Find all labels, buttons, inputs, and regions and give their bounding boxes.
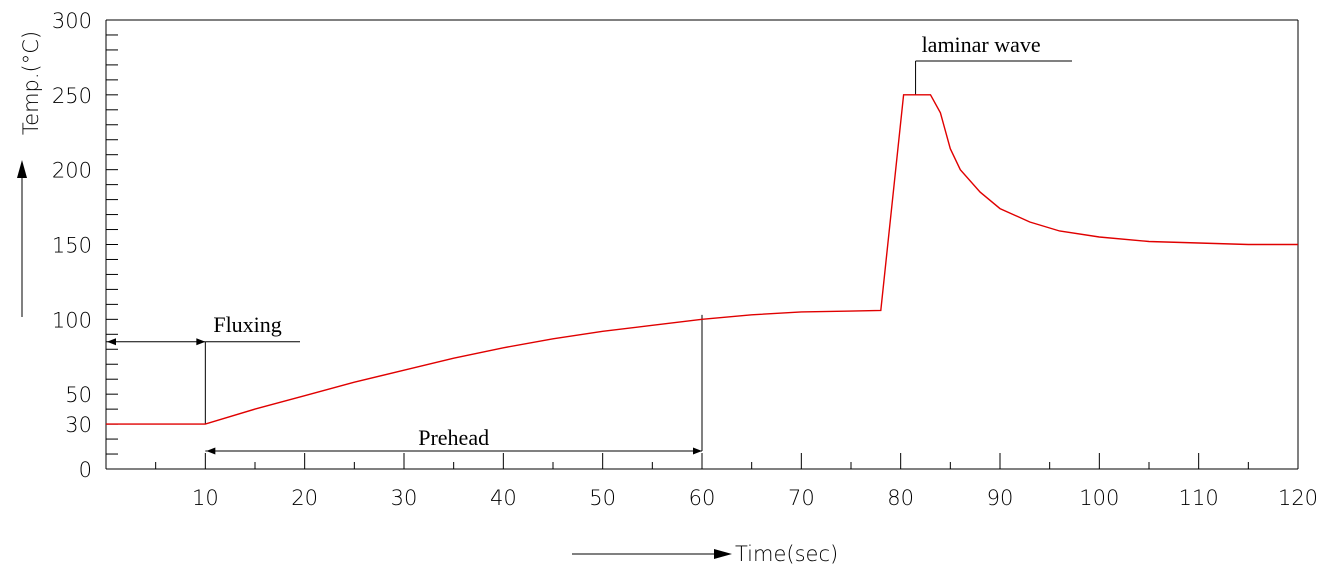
x-tick-label: 80 xyxy=(887,486,914,510)
x-axis-title: Time(sec) xyxy=(735,542,838,566)
annotations: Fluxing Prehead laminar wave xyxy=(106,32,1072,455)
fluxing-label: Fluxing xyxy=(213,312,281,337)
y-tick-label: 200 xyxy=(52,159,92,183)
x-tick-label: 20 xyxy=(291,486,318,510)
x-tick-label: 70 xyxy=(788,486,815,510)
x-tick-label: 10 xyxy=(192,486,219,510)
y-tick-label: 150 xyxy=(52,234,92,258)
axis-titles: Temp.(°C) Time(sec) xyxy=(17,31,838,566)
prehead-label: Prehead xyxy=(418,425,489,450)
y-tick-label: 250 xyxy=(52,84,92,108)
x-axis-arrowhead xyxy=(714,549,732,559)
y-tick-label: 300 xyxy=(52,9,92,33)
x-tick-label: 100 xyxy=(1079,486,1119,510)
x-tick-label: 60 xyxy=(689,486,716,510)
x-tick-label: 50 xyxy=(589,486,616,510)
y-tick-label: 30 xyxy=(65,413,92,437)
x-tick-label: 120 xyxy=(1278,486,1318,510)
fluxing-arrow-right xyxy=(196,338,206,346)
prehead-arrow-right xyxy=(693,447,702,455)
prehead-arrow-left xyxy=(206,447,216,455)
y-axis-ticks: 0 30 50 100 150 200 250 300 xyxy=(52,9,118,482)
y-axis-title: Temp.(°C) xyxy=(19,31,43,135)
y-tick-label: 50 xyxy=(65,383,92,407)
x-tick-label: 30 xyxy=(391,486,418,510)
y-axis-arrowhead xyxy=(17,160,27,178)
fluxing-arrow-left xyxy=(107,338,116,346)
y-tick-label: 100 xyxy=(52,308,92,332)
x-tick-label: 110 xyxy=(1179,486,1219,510)
x-tick-label: 40 xyxy=(490,486,517,510)
x-axis-ticks: 10 20 30 40 50 60 70 80 90 100 110 120 xyxy=(155,453,1318,510)
y-tick-label: 0 xyxy=(79,458,92,482)
temperature-curve xyxy=(106,94,1298,425)
x-tick-label: 90 xyxy=(987,486,1014,510)
laminar-wave-label: laminar wave xyxy=(922,32,1041,57)
